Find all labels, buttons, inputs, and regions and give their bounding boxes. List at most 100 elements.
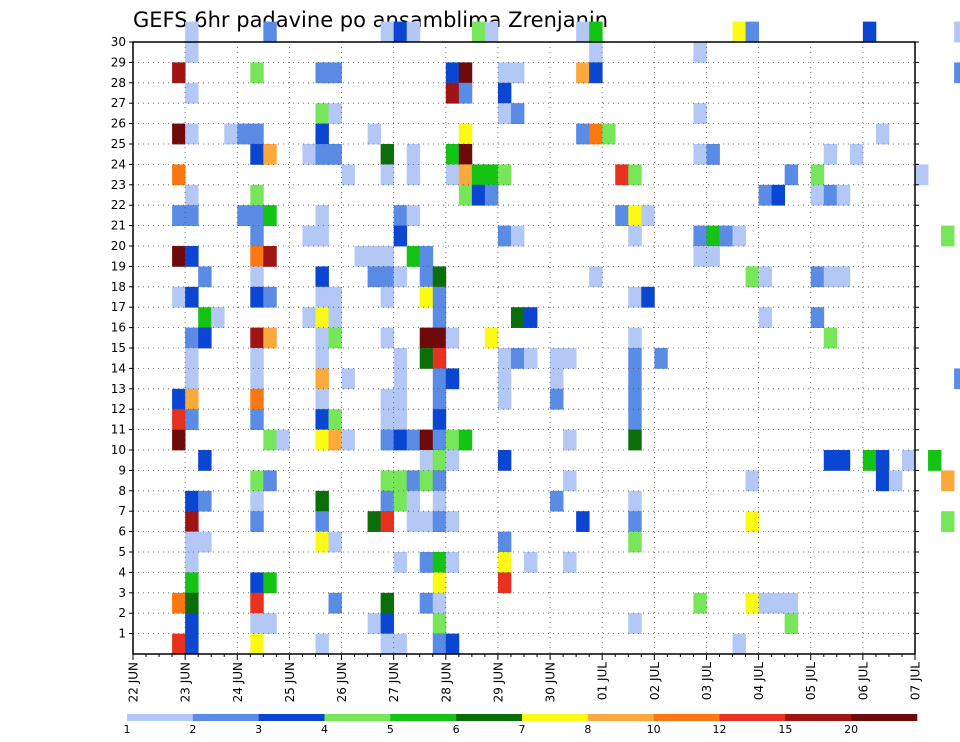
heatmap-cell	[250, 348, 264, 369]
heatmap-cell	[380, 286, 395, 308]
heatmap-cell	[915, 164, 929, 186]
heatmap-cell	[576, 123, 590, 145]
heatmap-cell	[315, 531, 329, 553]
heatmap-cell	[380, 246, 395, 267]
heatmap-cell	[641, 286, 655, 308]
heatmap-cell	[185, 21, 199, 43]
heatmap-cell	[341, 429, 355, 451]
heatmap-cell	[432, 409, 447, 430]
heatmap-cell	[458, 144, 473, 165]
heatmap-cell	[484, 164, 499, 186]
heatmap-cell	[875, 470, 890, 492]
y-tick-label: 28	[111, 76, 126, 90]
heatmap-cell	[654, 348, 668, 369]
heatmap-cell	[315, 388, 329, 410]
heatmap-cell	[745, 470, 759, 492]
heatmap-cell	[875, 123, 890, 145]
heatmap-cell	[328, 531, 342, 553]
heatmap-cell	[432, 450, 447, 471]
colorbar-swatch	[719, 714, 786, 721]
heatmap-cell	[263, 327, 277, 349]
heatmap-cell	[263, 613, 277, 634]
heatmap-cell	[628, 531, 642, 553]
heatmap-cell	[172, 633, 186, 655]
heatmap-cell	[458, 62, 473, 84]
heatmap-cell	[810, 164, 825, 186]
heatmap-cell	[250, 225, 264, 247]
heatmap-cell	[185, 327, 199, 349]
heatmap-cell	[315, 633, 329, 655]
heatmap-cell	[237, 205, 251, 226]
colorbar-label: 12	[713, 723, 727, 736]
heatmap-cell	[432, 286, 447, 308]
heatmap-cell	[198, 450, 212, 471]
heatmap-cell	[380, 633, 395, 655]
heatmap-cell	[745, 592, 759, 614]
heatmap-cell	[888, 470, 903, 492]
heatmap-cell	[432, 572, 447, 594]
y-tick-label: 19	[111, 259, 126, 273]
x-tick-label: 26 JUN	[335, 662, 349, 702]
heatmap-cell	[484, 184, 499, 206]
heatmap-cell	[380, 470, 395, 492]
heatmap-cell	[185, 286, 199, 308]
heatmap-cell	[589, 42, 603, 63]
colorbar-label: 10	[647, 723, 661, 736]
heatmap-cell	[185, 388, 199, 410]
heatmap-cell	[706, 225, 720, 247]
heatmap-cell	[628, 205, 642, 226]
heatmap-cell	[328, 592, 342, 614]
heatmap-cell	[250, 184, 264, 206]
heatmap-cell	[341, 368, 355, 390]
heatmap-cell	[380, 511, 395, 532]
heatmap-cell	[393, 490, 408, 512]
heatmap-cell	[315, 144, 329, 165]
heatmap-cell	[406, 470, 421, 492]
heatmap-cell	[445, 450, 460, 471]
heatmap-cell	[341, 164, 355, 186]
y-tick-label: 24	[111, 157, 126, 171]
heatmap-cell	[563, 429, 577, 451]
heatmap-cell	[928, 450, 942, 471]
heatmap-cell	[276, 429, 290, 451]
heatmap-cell	[315, 205, 329, 226]
y-tick-label: 14	[111, 361, 126, 375]
heatmap-cell	[367, 266, 382, 288]
y-tick-label: 23	[111, 178, 126, 192]
heatmap-cell	[615, 164, 629, 186]
colorbar-swatch	[653, 714, 720, 721]
heatmap-cell	[198, 307, 212, 328]
heatmap-cell	[510, 225, 525, 247]
y-tick-label: 21	[111, 219, 126, 233]
heatmap-cell	[302, 144, 316, 165]
heatmap-cell	[419, 266, 434, 288]
heatmap-cell	[393, 429, 408, 451]
heatmap-cell	[693, 225, 707, 247]
heatmap-cell	[315, 429, 329, 451]
y-tick-label: 4	[118, 565, 126, 579]
heatmap-cell	[393, 552, 408, 573]
heatmap-cell	[315, 348, 329, 369]
colorbar-label: 8	[584, 723, 591, 736]
x-tick-label: 07 JUL	[909, 662, 923, 700]
y-tick-label: 5	[118, 545, 126, 559]
heatmap-cell	[745, 511, 759, 532]
heatmap-cell	[172, 123, 186, 145]
heatmap-cell	[172, 205, 186, 226]
heatmap-cell	[458, 429, 473, 451]
heatmap-cell	[497, 368, 512, 390]
heatmap-cell	[823, 184, 838, 206]
heatmap-cell	[380, 490, 395, 512]
heatmap-cell	[497, 225, 512, 247]
heatmap-cell	[589, 21, 603, 43]
heatmap-cell	[941, 470, 955, 492]
heatmap-cell	[901, 450, 916, 471]
heatmap-cell	[445, 144, 460, 165]
heatmap-cell	[315, 266, 329, 288]
heatmap-cell	[758, 307, 773, 328]
heatmap-cell	[419, 246, 434, 267]
x-tick-label: 03 JUL	[700, 662, 714, 700]
heatmap-cell	[510, 307, 525, 328]
colorbar-swatch	[324, 714, 391, 721]
heatmap-cell	[954, 62, 960, 84]
